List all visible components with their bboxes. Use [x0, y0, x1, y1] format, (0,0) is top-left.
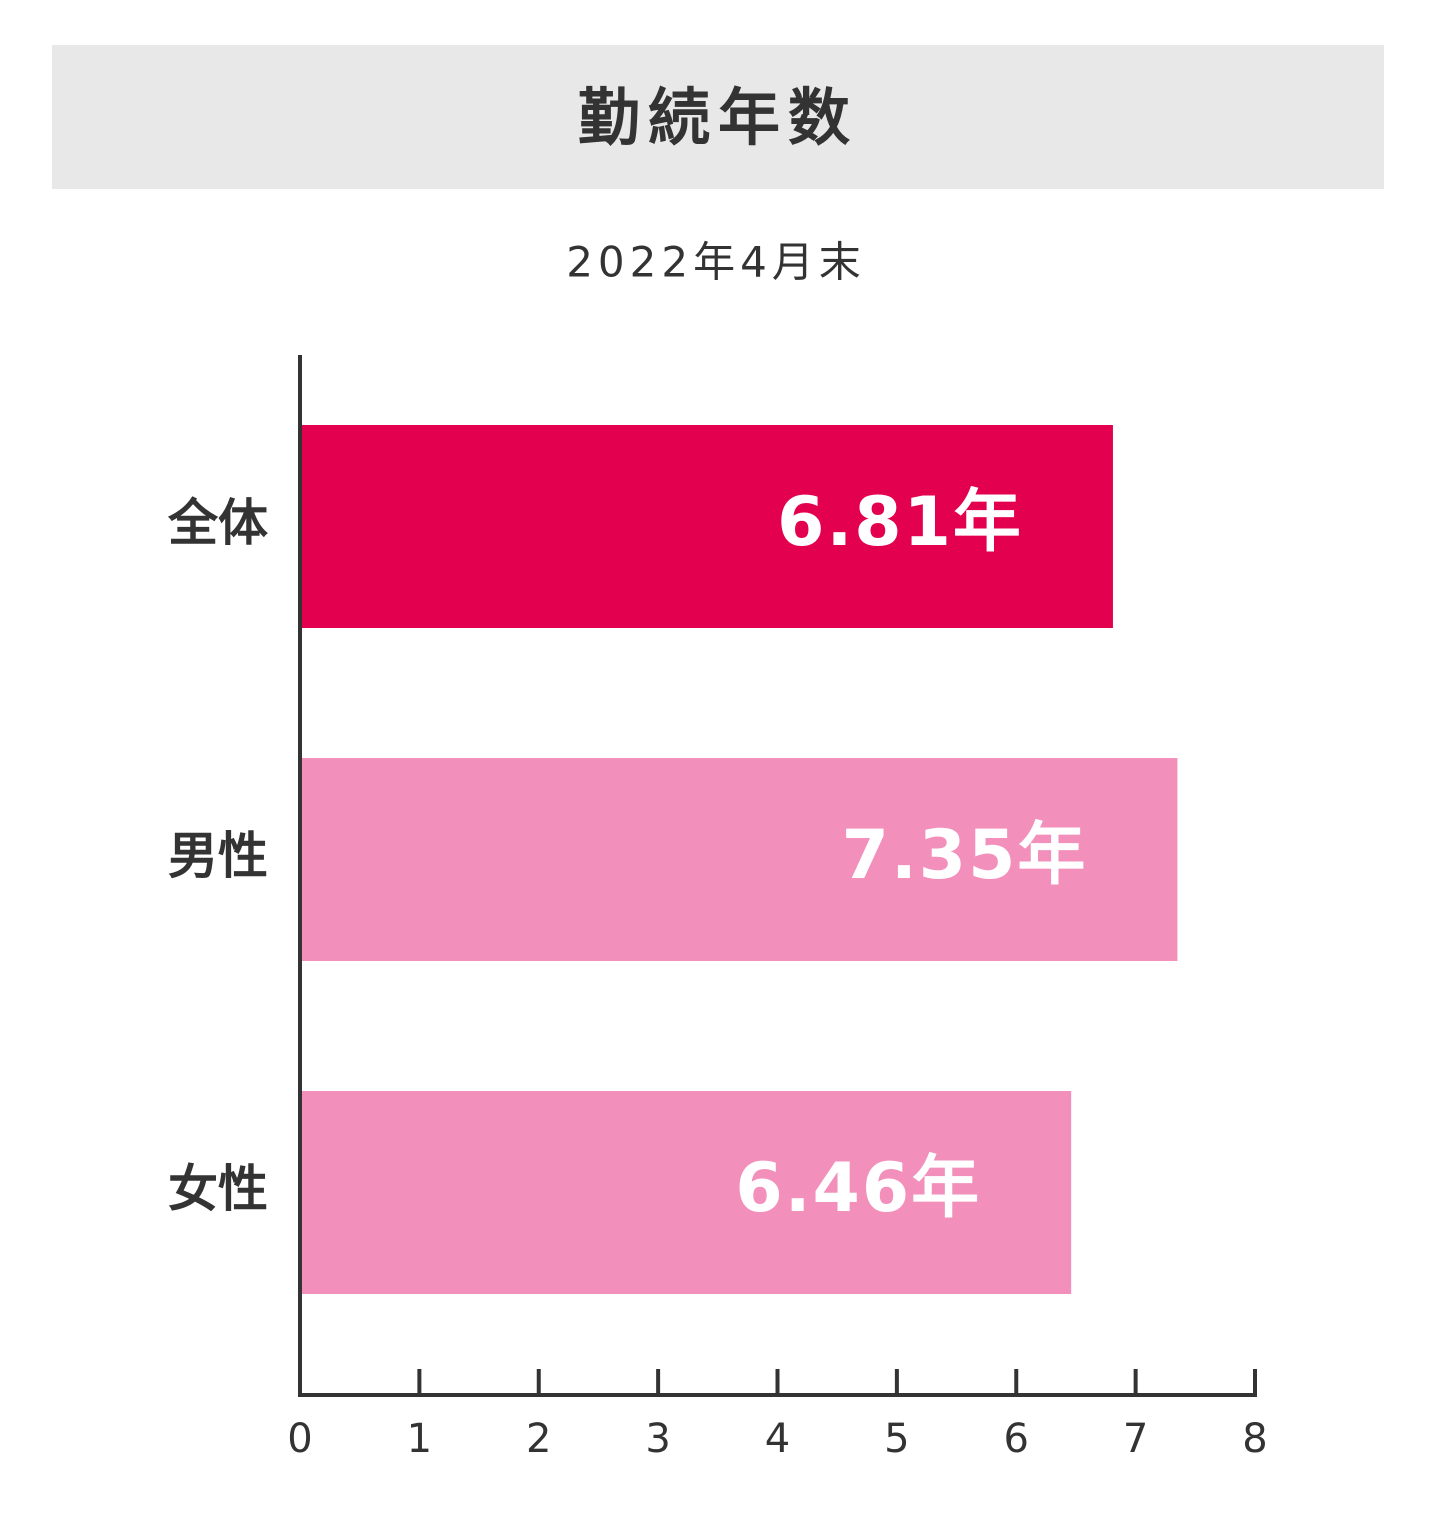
x-tick-label: 8 [1242, 1416, 1267, 1462]
x-tick-label: 4 [765, 1416, 790, 1462]
x-tick-label: 3 [645, 1416, 670, 1462]
title-banner [52, 45, 1384, 189]
x-tick-label: 5 [884, 1416, 909, 1462]
value-label: 6.81年 [777, 483, 1023, 562]
y-tick-label: 女性 [168, 1160, 268, 1218]
y-tick-label: 全体 [167, 494, 268, 552]
bar [300, 425, 1113, 628]
value-label: 7.35年 [842, 816, 1088, 895]
bar [300, 758, 1178, 961]
x-tick-label: 2 [526, 1416, 551, 1462]
chart-title: 勤続年数 [578, 81, 858, 154]
x-tick-label: 1 [407, 1416, 432, 1462]
chart-subtitle: 2022年4月末 [566, 238, 866, 287]
y-tick-label: 男性 [168, 827, 268, 885]
value-label: 6.46年 [735, 1149, 981, 1228]
x-tick-label: 6 [1004, 1416, 1029, 1462]
x-tick-label: 0 [287, 1416, 312, 1462]
x-tick-label: 7 [1123, 1416, 1148, 1462]
bar [300, 1091, 1072, 1294]
